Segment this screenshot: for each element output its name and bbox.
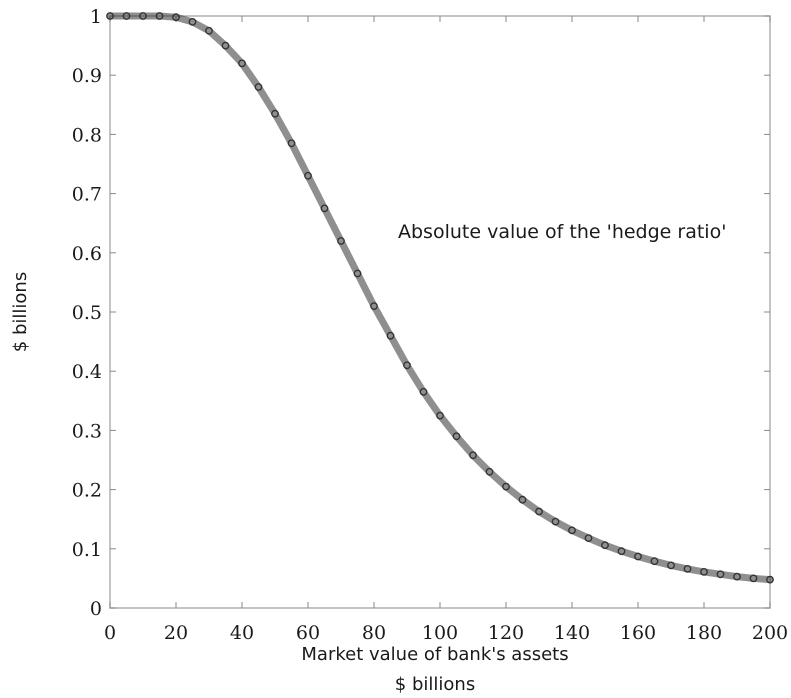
data-point [601,541,609,550]
data-point [700,568,708,576]
data-point [667,561,675,570]
data-point [221,41,230,50]
data-point [733,572,741,581]
data-point [551,517,560,526]
data-point [535,507,543,516]
plot-frame [109,15,771,609]
data-point [304,171,312,180]
x-axis: 0 20 40 60 80 100 120 140 160 180 200 [104,16,788,644]
data-point [254,83,263,91]
data-point [205,26,213,35]
data-point [650,557,659,566]
y-tick-label: 0.1 [72,539,102,561]
x-tick-label: 40 [230,622,254,644]
x-tick-label: 200 [752,622,788,644]
data-series [106,12,774,584]
data-point [634,552,642,561]
curve-annotation: Absolute value of the 'hedge ratio' [398,221,726,243]
data-point [238,59,246,68]
x-tick-label: 160 [620,622,656,644]
x-tick-label: 100 [422,622,458,644]
data-point [766,575,774,584]
x-tick-label: 140 [554,622,590,644]
data-point [188,17,197,26]
x-axis-title: Market value of bank's assets [301,644,568,665]
data-point [749,574,758,583]
y-tick-label: 0 [90,598,102,620]
data-point [716,570,725,579]
y-tick-label: 0.4 [72,361,102,383]
data-point [518,495,527,504]
y-tick-label: 0.8 [72,124,102,146]
data-point [419,387,428,396]
y-axis: 0 0.1 0.2 0.3 0.4 0.5 0.6 0.7 0.8 0.9 1 [72,6,770,620]
data-point [155,12,164,20]
data-point [106,12,114,20]
y-tick-label: 0.3 [72,420,102,442]
y-tick-label: 1 [90,6,102,28]
y-tick-label: 0.7 [72,184,102,206]
data-point [452,432,461,441]
data-point [436,411,444,420]
data-point [469,451,477,460]
y-tick-label: 0.9 [72,65,102,87]
data-point [320,204,329,213]
x-tick-label: 180 [686,622,722,644]
y-tick-label: 0.5 [72,302,102,324]
y-axis-title: $ billions [10,272,31,352]
data-point [337,237,345,245]
data-point [584,534,593,542]
x-tick-label: 20 [164,622,188,644]
x-tick-label: 0 [104,622,116,644]
x-tick-label: 120 [488,622,524,644]
y-tick-label: 0.6 [72,243,102,265]
data-point [568,526,576,535]
data-point [485,467,494,476]
data-point [139,12,147,20]
x-tick-label: 60 [296,622,320,644]
x-axis-units: $ billions [395,674,475,695]
data-point [617,547,626,556]
x-tick-label: 80 [362,622,386,644]
data-point [386,331,395,340]
data-point [122,12,131,20]
data-point [287,139,296,148]
data-point [683,565,692,573]
series-line [106,12,774,584]
y-tick-label: 0.2 [72,480,102,502]
data-point [172,13,180,22]
data-point [370,302,378,310]
data-point [403,361,411,370]
data-point [353,269,362,278]
data-point [271,109,279,118]
data-point [502,482,510,491]
